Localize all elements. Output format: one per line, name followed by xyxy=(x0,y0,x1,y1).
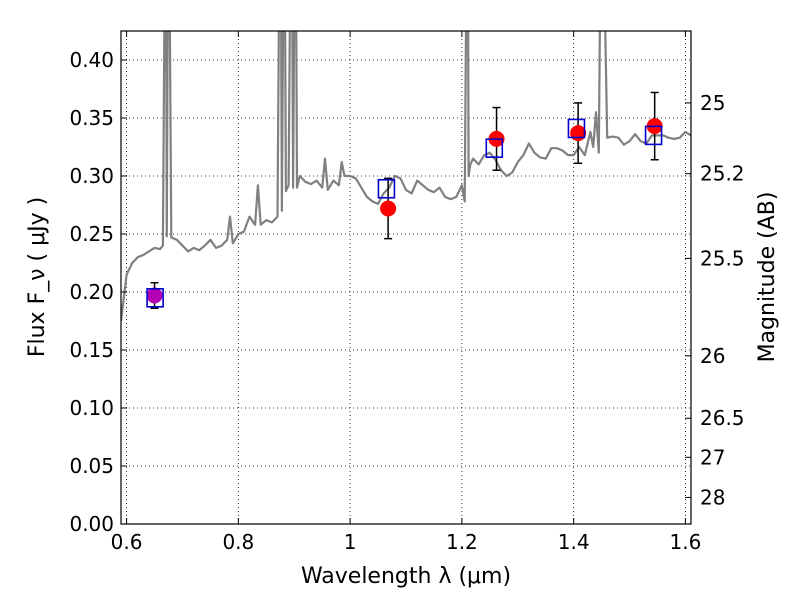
observed-flux-point xyxy=(380,200,397,217)
y2-axis-label: Magnitude (AB) xyxy=(755,192,780,363)
plot-frame xyxy=(120,30,692,525)
observed-flux-point xyxy=(570,125,587,142)
y2-tick-label: 25.2 xyxy=(700,162,745,186)
model-flux-square xyxy=(485,138,504,158)
y2-tick-label: 25 xyxy=(700,91,725,115)
spectrum-line xyxy=(121,31,691,322)
y-tick-label: 0.20 xyxy=(69,280,114,304)
y2-tick-label: 26 xyxy=(700,344,725,368)
model-flux-square xyxy=(146,287,164,308)
x-tick-label: 1.2 xyxy=(446,530,478,554)
x-tick-label: 1.4 xyxy=(558,530,590,554)
x-tick-label: 1.6 xyxy=(670,530,702,554)
y-axis-label: Flux F_ν ( μJy ) xyxy=(25,197,50,357)
y2-tick-label: 27 xyxy=(700,445,725,469)
y2-tick-label: 25.5 xyxy=(700,246,745,270)
y-tick-label: 0.40 xyxy=(69,48,114,72)
model-flux-square xyxy=(644,125,663,146)
grid-lines xyxy=(121,31,691,525)
y-tick-label: 0.35 xyxy=(69,106,114,130)
y-tick-label: 0.10 xyxy=(69,396,114,420)
y-tick-label: 0.05 xyxy=(69,454,114,478)
x-tick-label: 1 xyxy=(344,530,357,554)
axis-ticks: 0.6 0.8 1 1.2 1.4 1.6 0.00 0.05 0.10 0.15 0.20 0.25… xyxy=(69,31,745,554)
x-tick-label: 0.6 xyxy=(111,530,143,554)
x-tick-label: 0.8 xyxy=(222,530,254,554)
model-flux-square xyxy=(567,118,586,139)
model-flux-square xyxy=(377,178,396,199)
y2-tick-label: 26.5 xyxy=(700,406,745,430)
y-tick-label: 0.15 xyxy=(69,338,114,362)
model-spectrum xyxy=(121,31,691,322)
y2-tick-label: 28 xyxy=(700,485,725,509)
y-tick-label: 0.25 xyxy=(69,222,114,246)
observed-flux-point xyxy=(146,287,163,304)
y-tick-label: 0.00 xyxy=(69,512,114,536)
photometry-points xyxy=(146,91,663,309)
y-tick-label: 0.30 xyxy=(69,164,114,188)
x-axis-label: Wavelength λ (μm) xyxy=(301,564,511,589)
